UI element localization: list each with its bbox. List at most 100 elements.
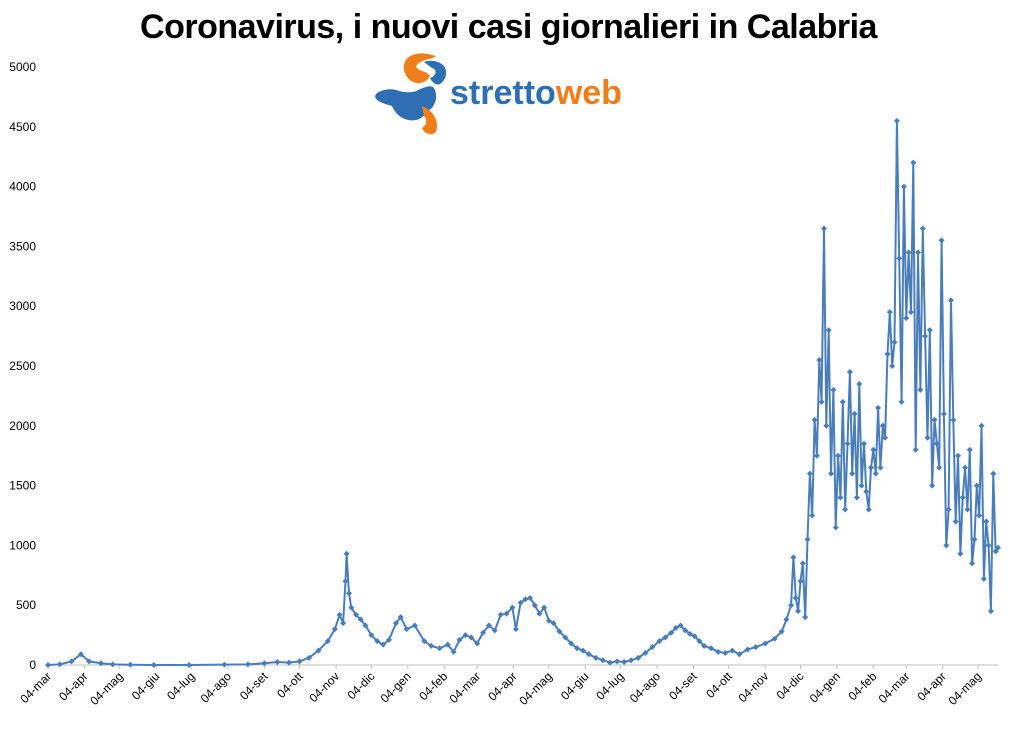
data-point xyxy=(444,641,451,648)
data-point xyxy=(870,446,877,453)
data-point xyxy=(952,518,959,525)
data-point xyxy=(877,464,884,471)
data-point xyxy=(368,632,375,639)
x-tick-label: 04-giu xyxy=(129,669,162,702)
data-point xyxy=(186,662,193,668)
data-point xyxy=(858,482,865,489)
x-tick-label: 04-dic xyxy=(344,669,377,702)
data-point xyxy=(940,410,947,417)
data-point xyxy=(68,658,75,665)
series-line xyxy=(47,119,999,666)
data-point xyxy=(828,470,835,477)
x-tick-label: 04-mar xyxy=(446,669,483,706)
data-point xyxy=(592,654,599,661)
y-tick-label: 4000 xyxy=(9,180,36,194)
data-point xyxy=(621,659,628,666)
y-tick-label: 4500 xyxy=(9,120,36,134)
data-point xyxy=(790,554,797,561)
data-point xyxy=(797,578,804,585)
data-point xyxy=(541,604,548,611)
y-tick-label: 3000 xyxy=(9,299,36,313)
data-point xyxy=(860,440,867,447)
y-tick-label: 2500 xyxy=(9,359,36,373)
x-tick-label: 04-mag xyxy=(87,669,126,708)
data-point xyxy=(656,638,663,645)
x-tick-label: 04-mar xyxy=(17,669,54,706)
data-point xyxy=(522,596,529,603)
data-point xyxy=(628,657,635,664)
data-point xyxy=(919,225,926,232)
data-point xyxy=(875,404,882,411)
data-point xyxy=(795,608,802,615)
data-point xyxy=(421,638,428,645)
data-point xyxy=(599,657,606,664)
data-point xyxy=(837,494,844,501)
data-point xyxy=(380,641,387,648)
data-point xyxy=(832,524,839,531)
data-point xyxy=(556,628,563,635)
data-point xyxy=(642,650,649,657)
data-point xyxy=(480,629,487,636)
data-point xyxy=(788,602,795,609)
data-point xyxy=(397,614,404,621)
data-point xyxy=(345,590,352,597)
x-tick-label: 04-ago xyxy=(627,669,664,706)
data-point xyxy=(736,651,743,658)
strettoweb-logo: strettoweb xyxy=(375,53,622,135)
data-point xyxy=(983,518,990,525)
data-point xyxy=(980,575,987,582)
x-tick-label: 04-mag xyxy=(945,669,984,708)
data-point xyxy=(649,644,656,651)
data-point xyxy=(545,617,552,624)
data-point xyxy=(844,440,851,447)
data-point xyxy=(568,640,575,647)
x-tick-label: 04-ott xyxy=(703,669,735,701)
data-point xyxy=(917,386,924,393)
data-point xyxy=(839,398,846,405)
data-point xyxy=(306,654,313,661)
data-point xyxy=(357,616,364,623)
x-tick-label: 04-feb xyxy=(416,669,450,703)
data-point xyxy=(682,627,689,634)
data-point xyxy=(823,422,830,429)
data-point xyxy=(950,416,957,423)
y-tick-label: 3500 xyxy=(9,239,36,253)
data-point xyxy=(957,550,964,557)
data-point xyxy=(811,416,818,423)
data-point xyxy=(468,634,475,641)
data-point xyxy=(966,446,973,453)
data-point xyxy=(938,237,945,244)
data-point xyxy=(809,512,816,519)
data-point xyxy=(403,626,410,633)
page-title: Coronavirus, i nuovi casi giornalieri in… xyxy=(140,8,877,46)
data-point xyxy=(955,452,962,459)
data-point xyxy=(701,642,708,649)
data-point xyxy=(905,249,912,256)
y-tick-label: 500 xyxy=(16,598,36,612)
data-point xyxy=(762,640,769,647)
data-point xyxy=(485,622,492,629)
x-tick-label: 04-lug xyxy=(164,669,197,702)
data-point xyxy=(896,255,903,262)
data-point xyxy=(825,327,832,334)
y-tick-label: 2000 xyxy=(9,419,36,433)
x-tick-label: 04-ago xyxy=(198,669,235,706)
data-point xyxy=(945,506,952,513)
data-point xyxy=(889,363,896,369)
data-point xyxy=(45,662,51,668)
x-tick-label: 04-ott xyxy=(274,669,306,701)
logo-emblem-blue xyxy=(375,86,437,121)
data-point xyxy=(851,410,858,417)
data-point xyxy=(900,183,907,190)
data-point xyxy=(456,636,463,643)
data-point xyxy=(853,494,860,501)
data-point xyxy=(385,636,392,643)
data-point xyxy=(686,630,693,637)
logo-text-stretto: stretto xyxy=(450,74,556,112)
data-point xyxy=(474,640,481,647)
logo-emblem-orange-bottom xyxy=(422,106,438,135)
data-point xyxy=(962,464,969,471)
data-point xyxy=(56,661,63,668)
data-point xyxy=(936,464,943,471)
data-point xyxy=(677,622,684,629)
